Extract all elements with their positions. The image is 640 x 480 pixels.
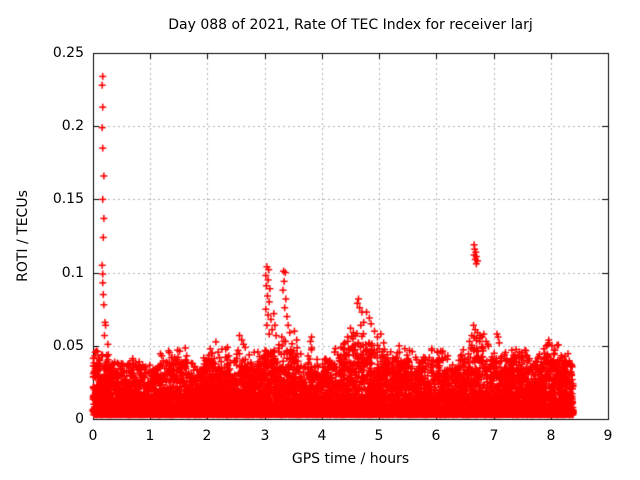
x-tick-label: 3 bbox=[260, 428, 270, 444]
x-tick-label: 4 bbox=[317, 428, 327, 444]
y-tick-label: 0.25 bbox=[52, 45, 84, 61]
x-tick-label: 1 bbox=[145, 428, 155, 444]
x-tick-label: 6 bbox=[431, 428, 441, 444]
y-axis-label: ROTI / TECUs bbox=[15, 190, 31, 282]
y-tick-label: 0.1 bbox=[61, 265, 84, 281]
y-tick-label: 0.05 bbox=[52, 338, 84, 354]
x-tick-label: 5 bbox=[374, 428, 384, 444]
x-tick-label: 2 bbox=[202, 428, 212, 444]
y-tick-label: 0.15 bbox=[52, 191, 84, 207]
y-tick-label: 0.2 bbox=[61, 118, 84, 134]
y-tick-label: 0 bbox=[75, 411, 84, 427]
chart-title: Day 088 of 2021, Rate Of TEC Index for r… bbox=[168, 17, 533, 33]
x-tick-label: 7 bbox=[489, 428, 499, 444]
x-tick-label: 8 bbox=[546, 428, 556, 444]
x-tick-label: 0 bbox=[88, 428, 98, 444]
x-tick-label: 9 bbox=[603, 428, 613, 444]
x-axis-label: GPS time / hours bbox=[291, 451, 410, 467]
